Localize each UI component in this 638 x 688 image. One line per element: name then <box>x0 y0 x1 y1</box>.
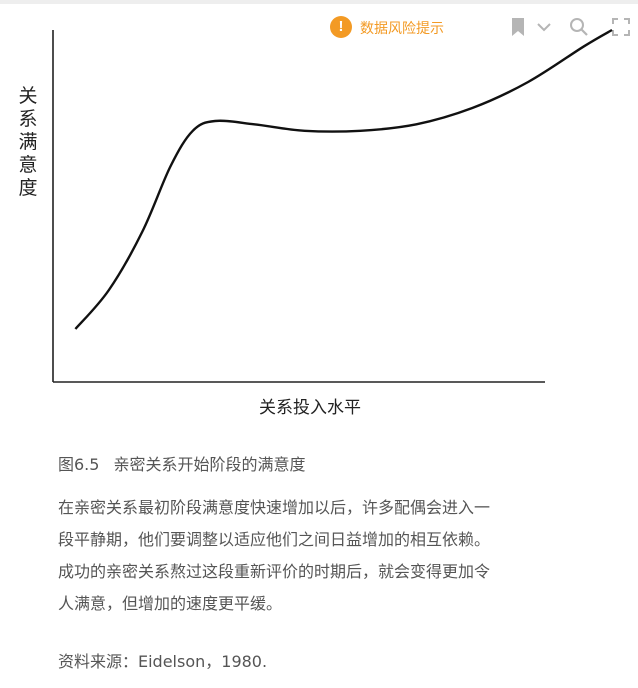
chevron-down-icon[interactable] <box>533 16 555 38</box>
satisfaction-chart: 关系满意度 关系投入水平 <box>18 28 613 418</box>
figure-chart: 关系满意度 关系投入水平 <box>0 20 638 425</box>
body-paragraph: 在亲密关系最初阶段满意度快速增加以后，许多配偶会进入一 段平静期，他们要调整以适… <box>58 492 618 620</box>
figure-title: 亲密关系开始阶段的满意度 <box>113 455 306 474</box>
figure-number: 图6.5 <box>58 455 100 474</box>
data-risk-warning-link[interactable]: 数据风险提示 <box>360 21 444 37</box>
paragraph-line: 在亲密关系最初阶段满意度快速增加以后，许多配偶会进入一 <box>58 498 491 517</box>
top-divider <box>0 0 638 4</box>
satisfaction-curve <box>74 28 613 330</box>
toolbar: ! 数据风险提示 <box>0 16 638 40</box>
source-citation: 资料来源：Eidelson，1980. <box>58 652 268 671</box>
search-icon[interactable] <box>568 16 590 38</box>
paragraph-line: 人满意，但增加的速度更平缓。 <box>58 594 283 613</box>
warning-icon[interactable]: ! <box>330 16 352 38</box>
paragraph-line: 段平静期，他们要调整以适应他们之间日益增加的相互依赖。 <box>58 530 491 549</box>
x-axis-label: 关系投入水平 <box>259 398 361 418</box>
y-axis-label: 关系满意度 <box>18 85 37 199</box>
fullscreen-icon[interactable] <box>610 16 632 38</box>
bookmark-icon[interactable] <box>507 16 529 38</box>
paragraph-line: 成功的亲密关系熬过这段重新评价的时期后，就会变得更加令 <box>58 562 491 581</box>
figure-caption: 图6.5 亲密关系开始阶段的满意度 <box>58 451 305 475</box>
